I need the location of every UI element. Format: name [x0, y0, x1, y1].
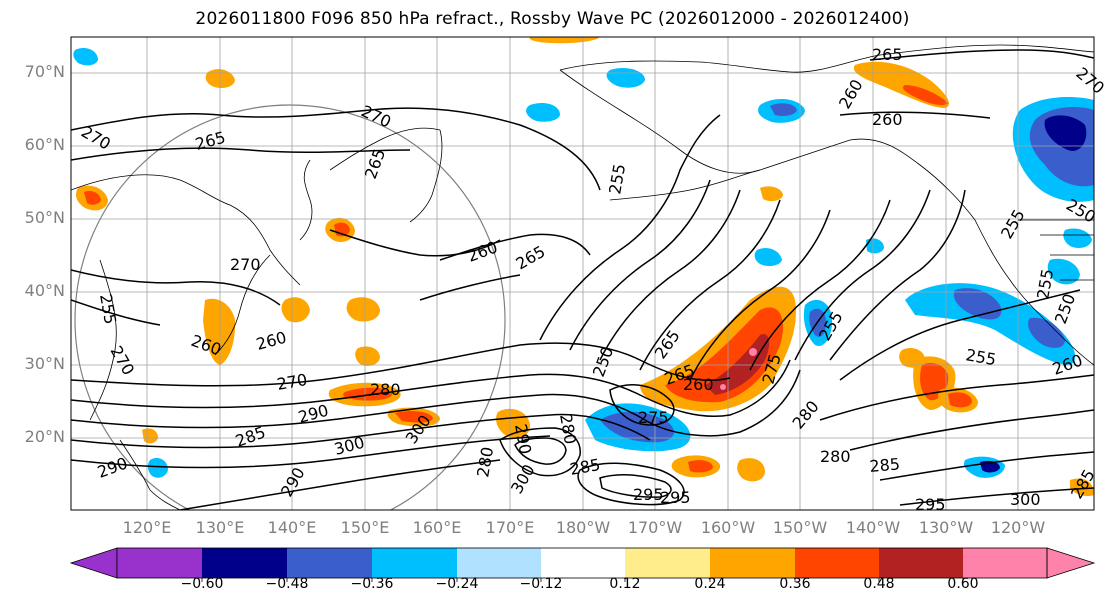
- lon-label: 130°W: [918, 518, 974, 537]
- contour-label: 280: [370, 380, 401, 399]
- colorbar-segment: [287, 548, 372, 578]
- lon-label: 120°W: [990, 518, 1046, 537]
- colorbar-segment: [879, 548, 963, 578]
- coastlines: [71, 44, 1094, 510]
- contour-label: 295: [660, 488, 691, 507]
- negative-anomaly-patch: [1044, 115, 1087, 151]
- colorbar-segment: [372, 548, 457, 578]
- negative-anomaly-patch: [1063, 228, 1092, 248]
- colorbar-tick-label: 0.60: [947, 576, 979, 592]
- plot-frame: [70, 36, 1095, 511]
- negative-anomaly-patch: [754, 248, 782, 267]
- positive-anomaly-patch: [281, 297, 310, 323]
- positive-anomaly-patch: [899, 348, 925, 368]
- contour-label: 270: [230, 255, 261, 274]
- negative-anomaly-patch: [770, 103, 797, 116]
- contour-label: 300: [1010, 490, 1041, 509]
- negative-anomaly-patch: [1047, 258, 1080, 285]
- negative-anomaly-patch: [600, 411, 675, 443]
- refractivity-contours: [71, 49, 1094, 510]
- negative-anomaly-patch: [1028, 317, 1065, 348]
- positive-anomaly-patch: [720, 384, 726, 390]
- positive-anomaly-patch: [737, 458, 765, 482]
- colorbar-segment: [795, 548, 879, 578]
- positive-anomaly-patch: [142, 428, 158, 444]
- map-title: 2026011800 F096 850 hPa refract., Rossby…: [195, 9, 910, 29]
- contour-label: 295: [633, 485, 664, 504]
- negative-anomaly-patch: [147, 458, 168, 478]
- negative-anomaly-patch: [953, 288, 1002, 320]
- colorbar-tick-label: −0.60: [180, 576, 224, 592]
- colorbar-segment: [963, 548, 1047, 578]
- lat-label: 40°N: [24, 281, 65, 300]
- colorbar-segment: [625, 548, 710, 578]
- positive-anomaly-patch: [948, 392, 972, 408]
- colorbar-tick-label: 0.24: [694, 576, 726, 592]
- positive-anomaly-patch: [203, 298, 236, 365]
- lon-label: 160°E: [412, 518, 462, 537]
- colorbar-tick-label: −0.12: [519, 576, 563, 592]
- lat-label: 60°N: [24, 135, 65, 154]
- colorbar-frame: [116, 547, 1048, 579]
- lon-label: 170°W: [627, 518, 683, 537]
- colorbar-segment: [202, 548, 287, 578]
- lon-label: 150°W: [772, 518, 828, 537]
- colorbar-tick-label: −0.36: [350, 576, 394, 592]
- contour-label: 280: [820, 447, 851, 466]
- positive-anomaly-patch: [529, 37, 600, 44]
- lat-label: 30°N: [24, 354, 65, 373]
- positive-anomaly-patch: [355, 346, 380, 366]
- plot-area: [71, 37, 1094, 510]
- positive-anomaly-patch: [84, 190, 101, 205]
- contour-label: 285: [869, 454, 901, 476]
- lon-label: 140°E: [267, 518, 317, 537]
- colorbar-tick-label: 0.48: [863, 576, 895, 592]
- colorbar-upper-extension: [1046, 547, 1096, 579]
- reference-circle: [74, 104, 506, 510]
- colorbar-segment: [117, 548, 202, 578]
- negative-anomaly-patch: [526, 103, 560, 122]
- negative-anomaly-patch: [866, 238, 884, 254]
- colorbar-tick-label: 0.36: [779, 576, 811, 592]
- contour-label: 295: [915, 495, 946, 514]
- colorbar-segment: [457, 548, 541, 578]
- lat-label: 70°N: [24, 62, 65, 81]
- positive-anomaly-patch: [688, 460, 713, 473]
- positive-anomaly-patch: [395, 410, 433, 423]
- lon-label: 150°E: [340, 518, 390, 537]
- colorbar-tick-label: −0.48: [265, 576, 309, 592]
- colorbar-lower-extension: [69, 547, 118, 579]
- lon-label: 140°W: [845, 518, 901, 537]
- colorbar-segment: [710, 548, 795, 578]
- lon-label: 170°E: [485, 518, 535, 537]
- contour-label: 260: [683, 375, 714, 394]
- positive-anomaly-patch: [760, 186, 783, 202]
- contour-label: 260: [872, 110, 903, 129]
- positive-anomaly-patch: [903, 85, 948, 105]
- colorbar-tick-label: −0.24: [435, 576, 479, 592]
- contour-label: 275: [638, 408, 669, 427]
- positive-anomaly-patch: [749, 348, 757, 356]
- lon-label: 160°W: [700, 518, 756, 537]
- positive-anomaly-patch: [346, 297, 380, 322]
- colorbar-tick-label: 0.12: [609, 576, 641, 592]
- positive-anomaly-patch: [1070, 478, 1094, 497]
- lat-label: 20°N: [24, 427, 65, 446]
- colorbar-segment: [541, 548, 625, 578]
- graticule: [71, 37, 1094, 510]
- lon-label: 180°W: [555, 518, 611, 537]
- lon-label: 130°E: [195, 518, 245, 537]
- negative-anomaly-patch: [905, 283, 1076, 365]
- contour-label: 265: [872, 45, 903, 64]
- lon-label: 120°E: [122, 518, 172, 537]
- negative-anomaly-patch: [73, 48, 98, 66]
- lat-label: 50°N: [24, 208, 65, 227]
- colorbar: [69, 547, 1096, 582]
